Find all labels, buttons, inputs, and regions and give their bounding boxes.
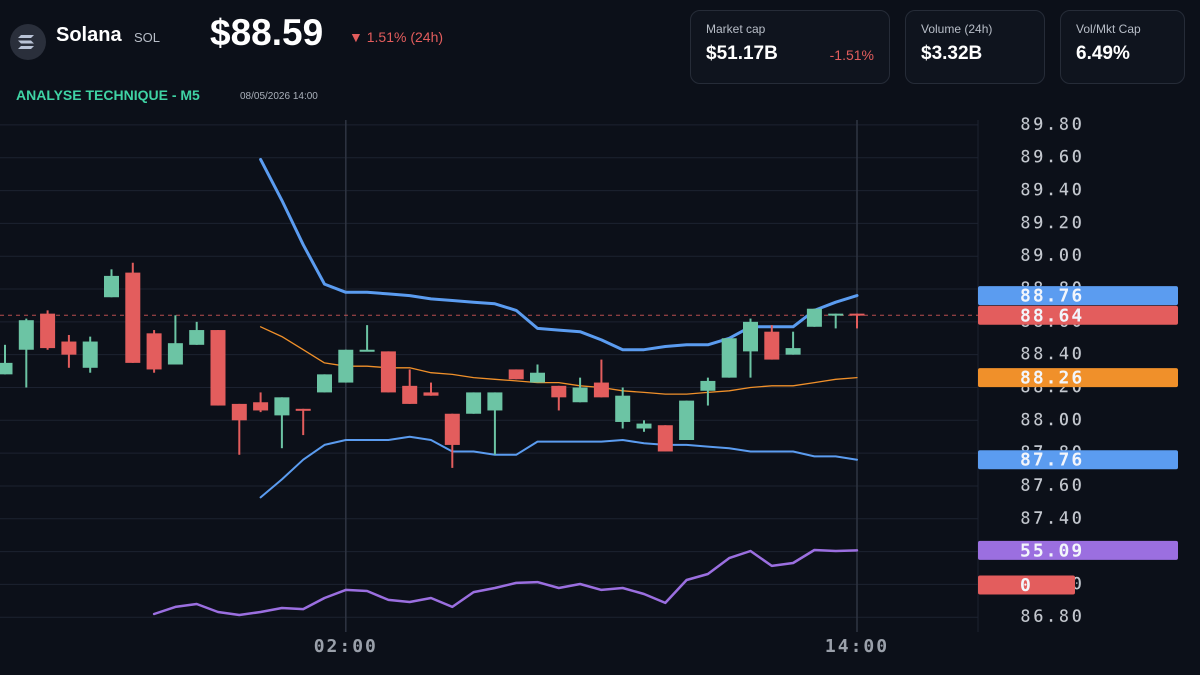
candle-body [743, 321, 758, 352]
candle-body [721, 338, 737, 378]
y-tick-label: 89.80 [1020, 114, 1084, 135]
candle-body [61, 341, 77, 355]
stat-label: Market cap [706, 22, 766, 36]
candle-body [423, 392, 439, 396]
change-text: 1.51% (24h) [366, 29, 444, 45]
candle-body [274, 397, 290, 416]
price-change: ▼ 1.51% (24h) [349, 29, 443, 45]
candle-body [40, 313, 56, 349]
candle-body [636, 423, 652, 429]
value-badge-label: 88.64 [1020, 305, 1084, 326]
down-arrow: ▼ [349, 29, 367, 45]
timestamp: 08/05/2026 14:00 [240, 91, 318, 102]
candle-body [785, 348, 801, 355]
subtitle: ANALYSE TECHNIQUE - M5 [16, 87, 200, 103]
stat-value: 6.49% [1076, 43, 1130, 64]
value-badge [978, 286, 1178, 306]
candle-body [679, 400, 695, 440]
value-badge [978, 450, 1178, 470]
value-badge [978, 575, 1075, 595]
candle-body [764, 331, 780, 360]
value-badge [978, 540, 1178, 560]
value-badge [978, 368, 1178, 388]
stat-card: Vol/Mkt Cap 6.49% [1060, 10, 1185, 84]
candle-body [530, 372, 545, 383]
stat-card: Market cap $51.17B -1.51% [690, 10, 890, 84]
candle-body [487, 392, 503, 411]
x-tick-label: 14:00 [825, 636, 889, 657]
candle-body [466, 392, 482, 414]
y-tick-label: 88.40 [1020, 344, 1084, 365]
candle-body [806, 308, 822, 327]
indicator-line [259, 157, 859, 352]
stat-value: $51.17B [706, 43, 778, 64]
x-tick-label: 02:00 [314, 636, 378, 657]
stat-label: Vol/Mkt Cap [1076, 22, 1141, 36]
coin-name: Solana [56, 24, 122, 46]
value-badge-label: 88.26 [1020, 368, 1084, 389]
coin-symbol: SOL [134, 30, 161, 45]
y-tick-label: 89.60 [1020, 147, 1084, 168]
candle-body [444, 413, 460, 445]
logo [10, 24, 46, 60]
y-tick-label: 87.40 [1020, 508, 1084, 529]
candle-body [317, 374, 332, 393]
value-badge-label: 0 [1020, 575, 1033, 596]
candle-body [18, 320, 34, 350]
price: $88.59 [210, 12, 324, 53]
candle-body [189, 330, 205, 345]
y-tick-label: 87.60 [1020, 475, 1084, 496]
value-badge-label: 88.76 [1020, 286, 1084, 307]
candle-body [231, 403, 247, 421]
candle-body [551, 385, 567, 398]
stat-card: Volume (24h) $3.32B [905, 10, 1045, 84]
candle-body [0, 362, 13, 375]
stat-label: Volume (24h) [921, 22, 993, 36]
candle-body [828, 313, 844, 316]
candle-body [700, 380, 716, 391]
y-tick-label: 86.80 [1020, 606, 1084, 627]
candle-body [572, 387, 588, 403]
value-badge [978, 305, 1178, 325]
candle-body [849, 313, 865, 316]
candle-body [167, 343, 183, 365]
candle-body [125, 272, 141, 363]
candle-body [82, 341, 98, 368]
value-badge-label: 55.09 [1020, 540, 1084, 561]
candle-body [146, 333, 162, 370]
candle-body [593, 382, 609, 398]
candle-body [338, 349, 354, 383]
candle-body [210, 330, 226, 406]
indicator-line [259, 435, 858, 499]
candle-body [359, 349, 375, 352]
indicator-line [259, 326, 858, 395]
candle-body [508, 369, 524, 380]
stat-value: $3.32B [921, 43, 983, 64]
value-badge-label: 87.76 [1020, 450, 1084, 471]
y-tick-label: 89.40 [1020, 180, 1084, 201]
y-tick-label: 89.00 [1020, 245, 1084, 266]
candle-body [253, 402, 269, 411]
stat-change: -1.51% [829, 47, 874, 63]
indicator-line [152, 548, 859, 617]
candle-body [657, 425, 673, 452]
candle-body [380, 351, 396, 393]
y-tick-label: 89.20 [1020, 212, 1084, 233]
candle-body [295, 408, 311, 411]
candle-body [402, 385, 418, 404]
y-tick-label: 88.00 [1020, 409, 1084, 430]
candle-body [104, 275, 119, 298]
candle-body [615, 395, 631, 422]
